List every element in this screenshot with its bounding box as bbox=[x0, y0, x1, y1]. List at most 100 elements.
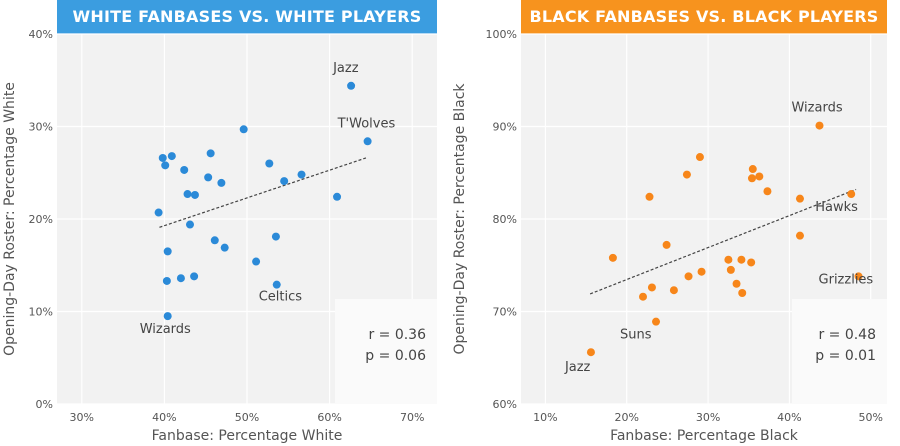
black-data-point bbox=[639, 292, 647, 301]
white-team-label: Celtics bbox=[259, 290, 303, 305]
white-data-point bbox=[176, 274, 185, 283]
white-data-point bbox=[154, 208, 163, 217]
black-chart-panel: BLACK FANBASES VS. BLACK PLAYERS 60% 70% 8… bbox=[450, 0, 900, 446]
black-chart-title: BLACK FANBASES VS. BLACK PLAYERS bbox=[521, 0, 887, 34]
black-data-point bbox=[724, 255, 733, 264]
black-data-point bbox=[697, 267, 706, 276]
black-data-point bbox=[695, 153, 704, 162]
white-data-point bbox=[217, 178, 226, 187]
white-data-point bbox=[333, 192, 342, 201]
black-data-point bbox=[669, 286, 678, 295]
black-data-point bbox=[647, 283, 656, 292]
black-p-value: p = 0.01 bbox=[815, 348, 876, 364]
white-data-point bbox=[183, 190, 192, 199]
black-x-tick-label: 40% bbox=[777, 411, 801, 424]
black-r-value: r = 0.48 bbox=[818, 327, 876, 343]
white-data-point bbox=[190, 272, 199, 281]
white-data-point bbox=[186, 220, 194, 229]
white-data-point bbox=[163, 247, 172, 256]
white-x-axis-label: Fanbase: Percentage White bbox=[152, 428, 343, 444]
white-x-tick-label: 60% bbox=[317, 411, 341, 424]
black-data-point bbox=[815, 121, 824, 130]
black-x-tick-label: 30% bbox=[696, 411, 720, 424]
white-r-value: r = 0.36 bbox=[368, 327, 426, 343]
black-data-point bbox=[847, 190, 856, 199]
white-data-point bbox=[190, 190, 199, 199]
black-data-point bbox=[738, 289, 747, 297]
black-data-point bbox=[726, 265, 735, 274]
white-data-point bbox=[252, 257, 261, 266]
white-data-point bbox=[271, 232, 280, 241]
white-stats-box bbox=[335, 299, 437, 404]
white-data-point bbox=[163, 312, 172, 321]
black-data-point bbox=[684, 272, 693, 281]
white-data-point bbox=[363, 137, 372, 146]
black-data-point bbox=[662, 240, 671, 249]
white-data-point bbox=[158, 153, 167, 162]
white-y-tick-label: 20% bbox=[29, 213, 53, 226]
black-y-tick-label: 80% bbox=[493, 213, 517, 226]
white-x-tick-label: 40% bbox=[152, 411, 176, 424]
black-data-point bbox=[737, 255, 746, 264]
white-data-point bbox=[297, 170, 306, 179]
black-data-point bbox=[747, 174, 756, 183]
white-data-point bbox=[220, 243, 229, 252]
black-team-label: Grizzlies bbox=[819, 272, 874, 287]
white-chart-title: WHITE FANBASES VS. WHITE PLAYERS bbox=[57, 0, 437, 34]
white-data-point bbox=[265, 159, 274, 168]
white-data-point bbox=[210, 236, 219, 245]
white-data-point bbox=[206, 149, 215, 158]
black-data-point bbox=[748, 165, 757, 174]
black-y-tick-label: 60% bbox=[493, 398, 517, 411]
white-team-label: Wizards bbox=[140, 322, 191, 337]
white-y-axis-label: Opening-Day Roster: Percentage White bbox=[2, 82, 18, 356]
white-scatter-plot: 0% 10% 20% 30% 40% 30% 40% 50% 60% 70% Fanbase: Pe… bbox=[2, 28, 437, 444]
white-x-tick-label: 30% bbox=[70, 411, 94, 424]
white-data-point bbox=[272, 280, 281, 289]
white-data-point bbox=[280, 177, 289, 186]
black-x-tick-label: 20% bbox=[615, 411, 639, 424]
black-team-label: Wizards bbox=[791, 101, 842, 116]
black-data-point bbox=[755, 172, 764, 181]
black-team-label: Suns bbox=[620, 328, 652, 343]
white-data-point bbox=[161, 161, 170, 170]
white-y-tick-label: 40% bbox=[29, 28, 53, 41]
white-team-label: T'Wolves bbox=[337, 116, 396, 131]
black-team-label: Jazz bbox=[564, 360, 591, 375]
black-data-point bbox=[747, 258, 756, 267]
white-y-tick-label: 0% bbox=[36, 398, 53, 411]
white-data-point bbox=[204, 173, 213, 182]
black-data-point bbox=[608, 253, 617, 262]
white-y-tick-label: 30% bbox=[29, 121, 53, 134]
black-team-label: Hawks bbox=[815, 200, 858, 215]
white-data-point bbox=[162, 276, 171, 285]
black-data-point bbox=[732, 279, 741, 288]
black-data-point bbox=[854, 272, 863, 281]
white-data-point bbox=[239, 125, 248, 134]
white-team-label: Jazz bbox=[332, 61, 359, 76]
white-chart-panel: WHITE FANBASES VS. WHITE PLAYERS 0% 10% 20… bbox=[2, 0, 437, 444]
black-scatter-plot: 60% 70% 80% 90% 100% 10% 20% 30% 40% 50% Fanbase: … bbox=[452, 28, 887, 444]
black-y-axis-label: Opening-Day Roster: Percentage Black bbox=[452, 83, 468, 355]
black-data-point bbox=[645, 192, 654, 201]
black-x-axis-label: Fanbase: Percentage Black bbox=[610, 428, 799, 444]
black-y-tick-label: 100% bbox=[486, 28, 517, 41]
black-trendline bbox=[589, 188, 857, 295]
black-data-point bbox=[652, 317, 661, 326]
white-x-tick-label: 70% bbox=[400, 411, 424, 424]
black-data-point bbox=[795, 231, 804, 240]
black-stats-box bbox=[792, 299, 887, 404]
white-y-tick-label: 10% bbox=[29, 306, 53, 319]
white-data-point bbox=[347, 81, 356, 90]
white-data-point bbox=[180, 165, 189, 174]
black-y-tick-label: 90% bbox=[493, 121, 517, 134]
black-data-point bbox=[586, 348, 595, 357]
black-data-point bbox=[795, 194, 804, 203]
white-trendline bbox=[159, 157, 367, 228]
black-y-tick-label: 70% bbox=[493, 306, 517, 319]
white-x-tick-label: 50% bbox=[235, 411, 259, 424]
black-x-tick-label: 50% bbox=[859, 411, 883, 424]
white-p-value: p = 0.06 bbox=[365, 348, 426, 364]
black-data-point bbox=[682, 170, 691, 179]
white-data-point bbox=[167, 152, 176, 161]
